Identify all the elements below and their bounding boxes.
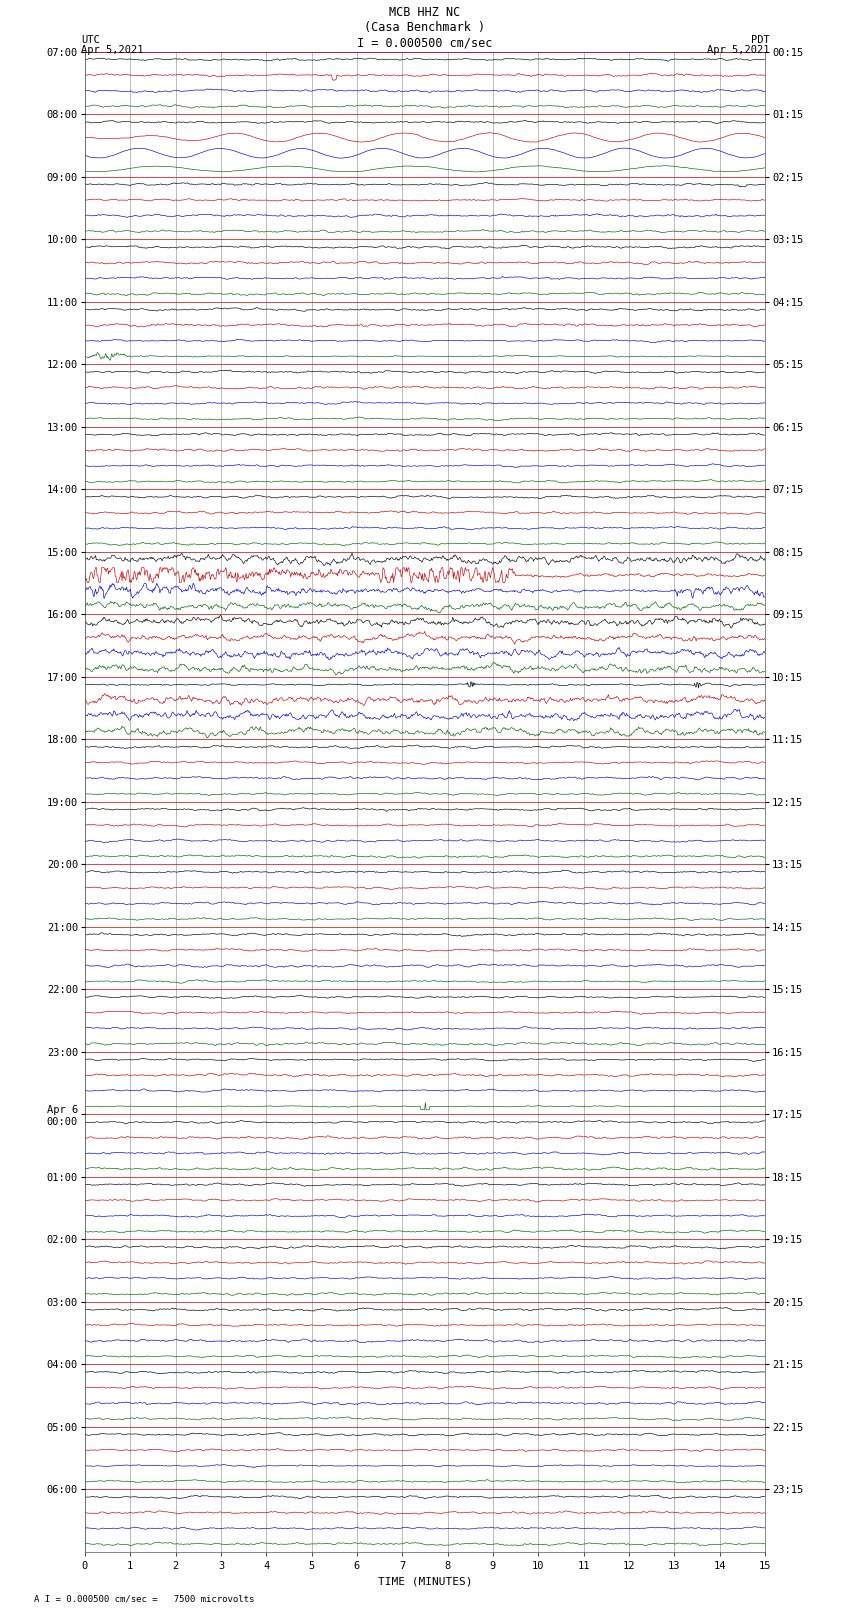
Text: Apr 5,2021: Apr 5,2021 bbox=[81, 45, 144, 55]
X-axis label: TIME (MINUTES): TIME (MINUTES) bbox=[377, 1576, 473, 1586]
Text: Apr 5,2021: Apr 5,2021 bbox=[706, 45, 769, 55]
Text: PDT: PDT bbox=[751, 35, 769, 45]
Title: MCB HHZ NC
(Casa Benchmark )
I = 0.000500 cm/sec: MCB HHZ NC (Casa Benchmark ) I = 0.00050… bbox=[357, 6, 493, 48]
Text: A I = 0.000500 cm/sec =   7500 microvolts: A I = 0.000500 cm/sec = 7500 microvolts bbox=[34, 1594, 254, 1603]
Text: UTC: UTC bbox=[81, 35, 99, 45]
